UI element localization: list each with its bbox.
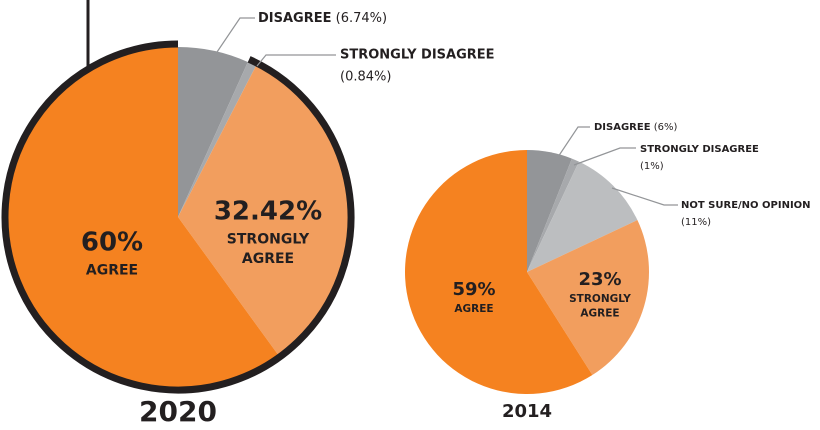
value-label: 60%	[81, 228, 143, 258]
category-label: AGREE	[86, 262, 138, 278]
leader-line	[555, 126, 590, 161]
pie-slice	[527, 150, 572, 272]
value-label: 32.42%	[214, 197, 322, 227]
category-label: STRONGLY AGREE	[227, 231, 310, 267]
pie-slice	[527, 161, 638, 272]
value-label: (6.74%)	[336, 11, 387, 26]
pie-slice	[527, 158, 579, 272]
value-label: (11%)	[681, 217, 711, 228]
leader-line	[573, 147, 636, 166]
category-label: NOT SURE/NO OPINION	[681, 200, 811, 211]
chart-title: 2020	[139, 395, 217, 428]
value-label: (6%)	[654, 122, 678, 133]
category-label: DISAGREE	[594, 122, 651, 133]
leader-line	[256, 54, 336, 67]
pie-slice	[527, 220, 649, 376]
pie-slice	[178, 65, 348, 355]
pie-slice	[178, 47, 248, 217]
pie-slice	[7, 47, 278, 388]
slice-label: DISAGREE (6.74%)	[258, 11, 387, 26]
category-label: DISAGREE	[258, 11, 332, 26]
value-label: 59%	[452, 279, 495, 300]
pie-slice	[178, 62, 256, 217]
category-label: STRONGLY DISAGREE	[340, 48, 495, 63]
slice-label: DISAGREE (6%)	[594, 122, 678, 133]
value-label: 23%	[578, 269, 621, 290]
leader-line	[611, 187, 678, 206]
chart-title: 2014	[502, 401, 552, 422]
category-label: STRONGLY AGREE	[569, 293, 631, 320]
value-label: (0.84%)	[340, 70, 391, 85]
category-label: STRONGLY DISAGREE	[640, 144, 759, 155]
pie-ring	[1, 40, 355, 394]
pie-slice	[404, 150, 593, 394]
leader-line	[214, 17, 255, 56]
category-label: AGREE	[454, 303, 493, 315]
value-label: (1%)	[640, 161, 664, 172]
